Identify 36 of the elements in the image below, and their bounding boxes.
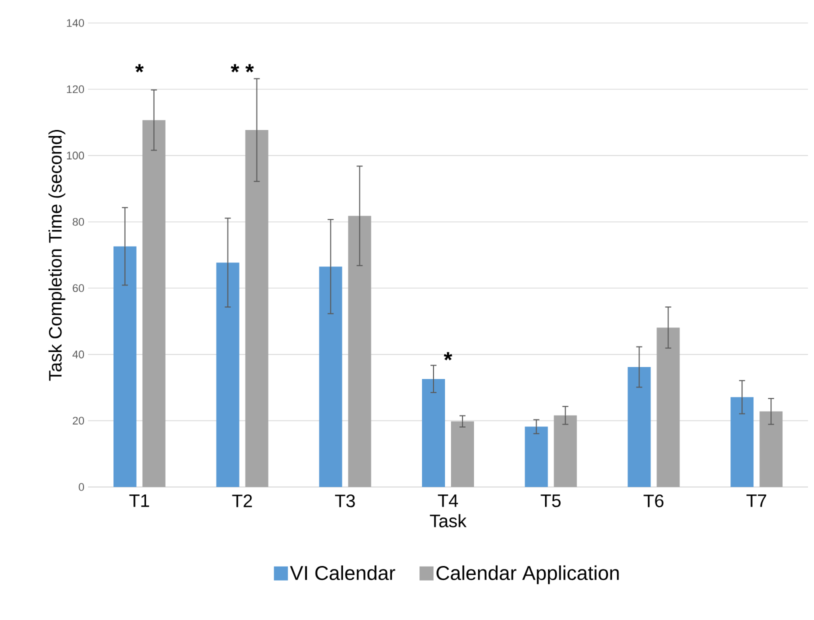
y-tick-label: 100 bbox=[66, 152, 84, 160]
bar bbox=[656, 328, 680, 487]
bar bbox=[113, 246, 136, 487]
bar bbox=[216, 262, 240, 487]
annotation: * bbox=[444, 352, 452, 360]
y-tick-label: 140 bbox=[66, 19, 84, 27]
annotation: * * bbox=[230, 64, 254, 72]
bar bbox=[628, 367, 651, 487]
x-axis-title: Task bbox=[430, 514, 467, 528]
x-tick-label: T4 bbox=[438, 494, 458, 507]
bar bbox=[319, 266, 342, 487]
x-tick-label: T5 bbox=[540, 494, 561, 508]
bar bbox=[422, 378, 445, 487]
y-tick-label: 0 bbox=[78, 483, 84, 491]
legend-label: VI Calendar bbox=[290, 565, 396, 580]
annotation: * bbox=[135, 64, 144, 72]
x-tick-label: T6 bbox=[644, 494, 664, 508]
x-tick-label: T7 bbox=[746, 494, 766, 507]
bar bbox=[451, 421, 474, 487]
bar bbox=[730, 397, 754, 487]
bar bbox=[554, 415, 577, 487]
bar bbox=[348, 216, 372, 487]
y-tick-label: 40 bbox=[72, 350, 84, 358]
bar bbox=[760, 411, 783, 487]
bar bbox=[245, 130, 268, 487]
x-tick-label: T1 bbox=[129, 494, 150, 507]
y-tick-label: 80 bbox=[72, 218, 84, 226]
y-tick-label: 20 bbox=[72, 416, 84, 425]
bar bbox=[524, 426, 548, 487]
bar bbox=[142, 120, 166, 487]
y-tick-label: 60 bbox=[72, 284, 84, 292]
legend-label: Calendar Application bbox=[436, 565, 619, 584]
x-tick-label: T2 bbox=[232, 494, 252, 508]
y-axis-title: Task Completion Time (second) bbox=[48, 130, 66, 381]
x-tick-label: T3 bbox=[335, 494, 355, 508]
y-tick-label: 120 bbox=[66, 85, 84, 94]
